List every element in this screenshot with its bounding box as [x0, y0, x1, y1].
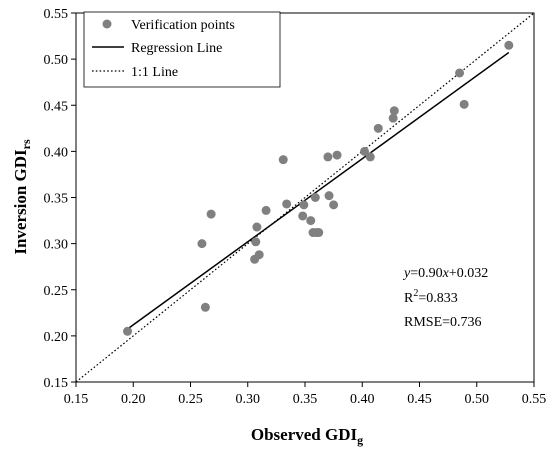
y-tick-label: 0.15	[44, 376, 69, 391]
y-tick-label: 0.55	[44, 7, 69, 22]
verification-point	[332, 150, 342, 160]
x-tick-label: 0.55	[522, 392, 547, 407]
verification-point	[314, 228, 324, 238]
equation-rest: +0.032	[449, 266, 488, 281]
verification-point	[504, 40, 514, 50]
x-tick-label: 0.35	[293, 392, 318, 407]
verification-point	[197, 239, 207, 249]
verification-point	[252, 222, 262, 232]
r2-base: R	[404, 291, 414, 306]
verification-point	[251, 237, 261, 247]
x-axis-title-main: Observed GDI	[251, 425, 358, 444]
x-tick-label: 0.20	[121, 392, 146, 407]
equation-y: y	[402, 266, 411, 281]
r2-sup: 2	[413, 288, 418, 299]
y-tick-label: 0.20	[44, 330, 69, 345]
y-tick-label: 0.50	[44, 53, 69, 68]
legend-identity-label: 1:1 Line	[131, 65, 178, 80]
verification-point	[261, 205, 271, 215]
verification-point	[299, 200, 309, 210]
x-tick-label: 0.45	[407, 392, 432, 407]
x-tick-label: 0.15	[64, 392, 89, 407]
legend: Verification points Regression Line 1:1 …	[83, 11, 281, 88]
identity-line	[75, 12, 535, 383]
verification-point	[206, 209, 216, 219]
legend-points-label: Verification points	[131, 18, 235, 33]
x-tick-label: 0.40	[350, 392, 375, 407]
r2-rest: =0.833	[418, 291, 457, 306]
legend-regression-label: Regression Line	[131, 41, 222, 56]
verification-point	[254, 250, 264, 260]
equation-x: x	[442, 266, 450, 281]
verification-point	[282, 199, 292, 209]
verification-point	[329, 200, 339, 210]
regression-equation: y=0.90x+0.032	[402, 266, 488, 281]
verification-point	[459, 99, 469, 109]
rmse: RMSE=0.736	[404, 315, 482, 330]
verification-point	[306, 216, 316, 226]
verification-point	[310, 193, 320, 202]
x-axis-ticks: 0.15 0.20 0.25 0.30 0.35 0.40 0.45 0.50 0.55	[64, 382, 547, 407]
verification-point	[365, 152, 375, 162]
verification-point	[360, 146, 370, 156]
y-axis-title: Inversion GDIrs	[11, 139, 33, 255]
legend-point-marker	[102, 19, 112, 29]
verification-points	[123, 40, 514, 336]
y-axis-title-sub: rs	[19, 139, 33, 149]
verification-point	[323, 152, 333, 162]
verification-point	[298, 211, 308, 221]
y-tick-label: 0.45	[44, 99, 69, 114]
verification-point	[200, 302, 210, 312]
x-tick-label: 0.50	[465, 392, 490, 407]
y-tick-label: 0.30	[44, 238, 69, 253]
y-tick-label: 0.25	[44, 284, 69, 299]
y-tick-label: 0.35	[44, 192, 69, 207]
verification-point	[123, 326, 133, 336]
verification-point	[373, 123, 383, 133]
verification-point	[278, 155, 288, 165]
verification-point	[455, 68, 465, 78]
regression-stats: y=0.90x+0.032 R2=0.833 RMSE=0.736	[402, 266, 488, 330]
plot-area: 0.15 0.20 0.25 0.30 0.35 0.40 0.45 0.50 0.55 0.1…	[44, 7, 547, 407]
y-axis-title-main: Inversion GDI	[11, 149, 30, 255]
legend-frame	[83, 11, 281, 88]
verification-point	[324, 191, 334, 201]
x-tick-label: 0.30	[236, 392, 261, 407]
y-axis-ticks: 0.15 0.20 0.25 0.30 0.35 0.40 0.45 0.50 0.55	[44, 7, 76, 391]
y-tick-label: 0.40	[44, 145, 69, 160]
r-squared: R2=0.833	[404, 288, 458, 306]
x-tick-label: 0.25	[178, 392, 203, 407]
regression-line	[127, 51, 510, 330]
x-axis-title: Observed GDIg	[251, 425, 363, 447]
verification-point	[389, 106, 399, 116]
equation-eq: =0.90	[410, 266, 442, 281]
x-axis-title-sub: g	[357, 433, 363, 447]
verification-point	[388, 113, 398, 123]
